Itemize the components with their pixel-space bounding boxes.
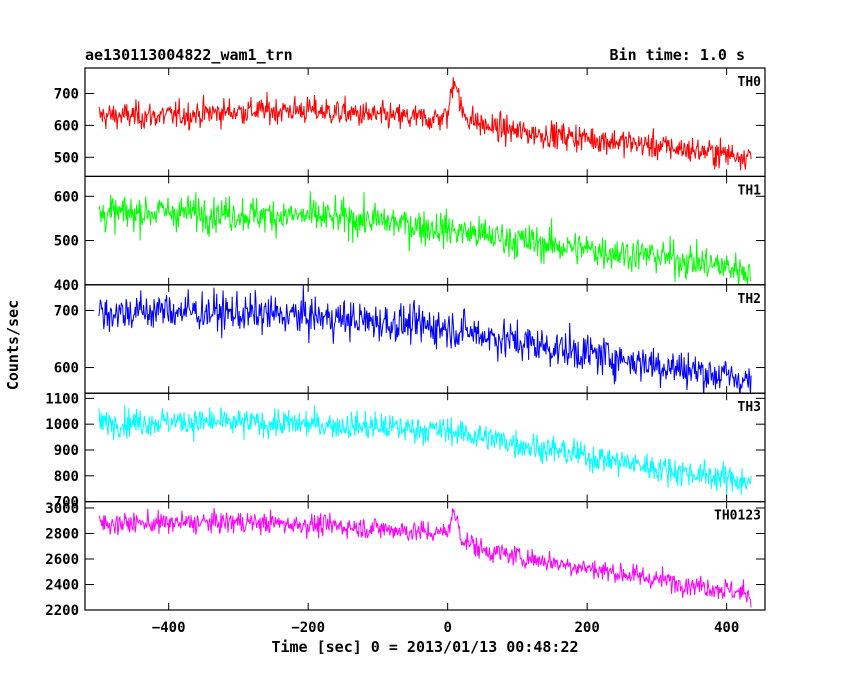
series-line-th2: [98, 284, 752, 394]
x-tick-label: −200: [291, 620, 325, 636]
panel-label: TH2: [738, 292, 761, 307]
bin-time-label: Bin time: 1.0 s: [610, 46, 745, 64]
panel-th0: 500 600 700 TH0: [54, 67, 766, 178]
y-tick-label: 600: [54, 118, 79, 134]
y-tick-label: 700: [54, 495, 79, 511]
panel-frame: [84, 392, 766, 503]
panel-frame: [84, 67, 766, 178]
chart-title: ae130113004822_wam1_trn: [85, 46, 293, 64]
x-tick-label: 200: [575, 620, 600, 636]
panel-th1: 400 500 600 TH1: [54, 175, 766, 294]
y-tick-label: 600: [54, 361, 79, 377]
y-tick-label: 500: [54, 234, 79, 250]
y-tick-label: 600: [54, 189, 79, 205]
panel-label: TH0123: [714, 509, 761, 524]
x-tick-label: −400: [152, 620, 186, 636]
panel-label: TH3: [738, 400, 761, 415]
panels-group: 500 600 700 TH0 400 500 600 TH1 600 700 TH2 700 800 9…: [45, 67, 766, 636]
y-tick-label: 900: [54, 443, 79, 459]
y-axis-label: Counts/sec: [4, 300, 22, 390]
y-tick-label: 1100: [45, 391, 79, 407]
panel-th0123: 2200 2400 2600 2800 3000 TH0123: [45, 501, 766, 619]
series-line-th0123: [98, 507, 752, 608]
series-line-th1: [98, 191, 752, 285]
x-tick-label: 0: [443, 620, 451, 636]
y-tick-label: 3000: [45, 501, 79, 517]
y-tick-label: 1000: [45, 417, 79, 433]
y-tick-label: 400: [54, 278, 79, 294]
panel-label: TH0: [738, 75, 762, 90]
y-tick-label: 700: [54, 303, 79, 319]
y-tick-label: 2600: [45, 552, 79, 568]
y-tick-label: 700: [54, 87, 79, 103]
y-tick-label: 500: [54, 150, 79, 166]
y-tick-label: 2400: [45, 577, 79, 593]
y-tick-label: 800: [54, 469, 79, 485]
panel-th3: 700 800 900 1000 1100 TH3: [45, 391, 766, 511]
series-line-th0: [98, 77, 752, 171]
panel-frame: [84, 284, 766, 394]
y-tick-label: 2200: [45, 603, 79, 619]
panel-th2: 600 700 TH2: [54, 284, 766, 394]
y-tick-label: 2800: [45, 526, 79, 542]
panel-label: TH1: [738, 183, 762, 198]
x-tick-label: 400: [714, 620, 739, 636]
panel-frame: [84, 501, 766, 611]
series-line-th3: [98, 404, 752, 497]
x-axis-label: Time [sec] 0 = 2013/01/13 00:48:22: [271, 638, 578, 656]
